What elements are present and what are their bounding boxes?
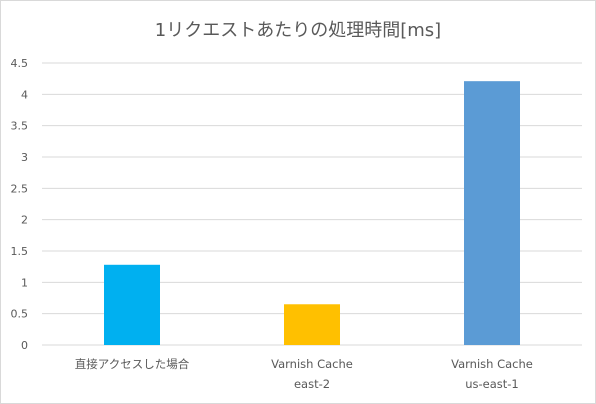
y-tick-label: 4 [21,88,28,101]
y-tick-label: 3.5 [11,120,29,133]
y-tick-label: 0 [21,339,28,352]
bar [464,81,520,345]
y-tick-label: 1.5 [11,245,29,258]
y-tick-label: 3 [21,151,28,164]
category-label: 直接アクセスした場合 [75,357,190,371]
y-tick-label: 1 [21,276,28,289]
category-label: us-east-1 [465,377,519,391]
category-label: east-2 [294,377,330,391]
x-axis-categories: 直接アクセスした場合 Varnish Cache east-2 Varnish Cac… [75,357,533,391]
chart-title: 1リクエストあたりの処理時間[ms] [155,20,441,41]
bar [104,264,160,345]
y-axis-ticks: 0 0.5 1 1.5 2 2.5 3 3.5 4 4.5 [11,57,29,352]
y-tick-label: 0.5 [11,308,29,321]
bars [104,81,520,345]
y-tick-label: 2 [21,214,28,227]
y-tick-label: 4.5 [11,57,29,70]
bar [284,304,340,345]
category-label: Varnish Cache [271,357,353,371]
category-label: Varnish Cache [451,357,533,371]
y-tick-label: 2.5 [11,182,29,195]
